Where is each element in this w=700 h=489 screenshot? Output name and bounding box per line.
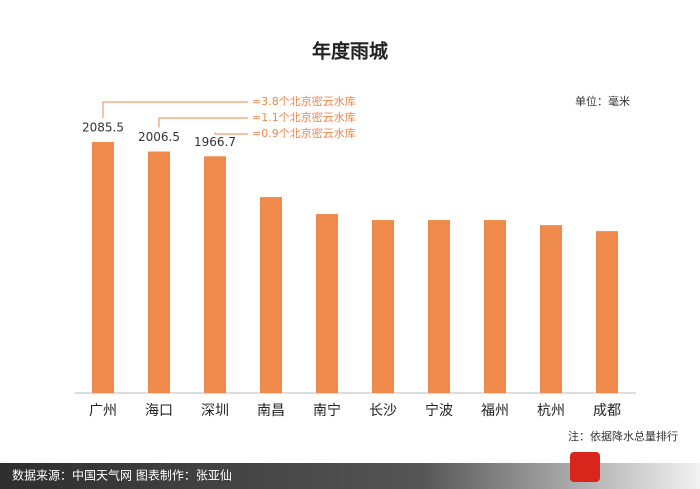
value-label: 1966.7 <box>194 135 236 149</box>
note: 注：依据降水总量排行 <box>568 429 678 443</box>
annotation-line <box>102 101 248 118</box>
annotation-line <box>214 132 248 135</box>
bar <box>484 220 506 393</box>
bar <box>540 225 562 393</box>
x-tick-label: 福州 <box>481 403 509 419</box>
value-label: 2085.5 <box>82 121 124 135</box>
x-tick-label: 海口 <box>145 403 173 419</box>
x-tick-label: 南昌 <box>257 403 285 419</box>
value-label: 2006.5 <box>138 130 180 144</box>
logo-icon <box>570 452 600 482</box>
x-tick-label: 长沙 <box>369 403 397 419</box>
bar <box>428 220 450 393</box>
annotation: ≈1.1个北京密云水库 <box>252 110 356 124</box>
x-tick-label: 深圳 <box>201 403 229 419</box>
annotation: ≈0.9个北京密云水库 <box>252 126 356 140</box>
annotation-line <box>158 117 248 128</box>
x-tick-label: 杭州 <box>537 403 565 419</box>
bar <box>148 151 170 393</box>
x-tick-label: 南宁 <box>313 402 341 419</box>
x-tick-label: 宁波 <box>425 402 453 419</box>
chart-title: 年度雨城 <box>312 40 388 63</box>
bar <box>260 197 282 393</box>
bar <box>316 214 338 393</box>
x-tick-label: 广州 <box>89 403 117 419</box>
bar <box>204 156 226 393</box>
annotation: ≈3.8个北京密云水库 <box>252 94 356 108</box>
footer: 数据来源：中国天气网 图表制作：张亚仙 <box>12 468 232 483</box>
x-tick-label: 成都 <box>593 403 621 419</box>
bar <box>596 231 618 393</box>
unit-label: 单位：毫米 <box>575 94 630 108</box>
bar <box>372 220 394 393</box>
bar <box>92 142 114 393</box>
